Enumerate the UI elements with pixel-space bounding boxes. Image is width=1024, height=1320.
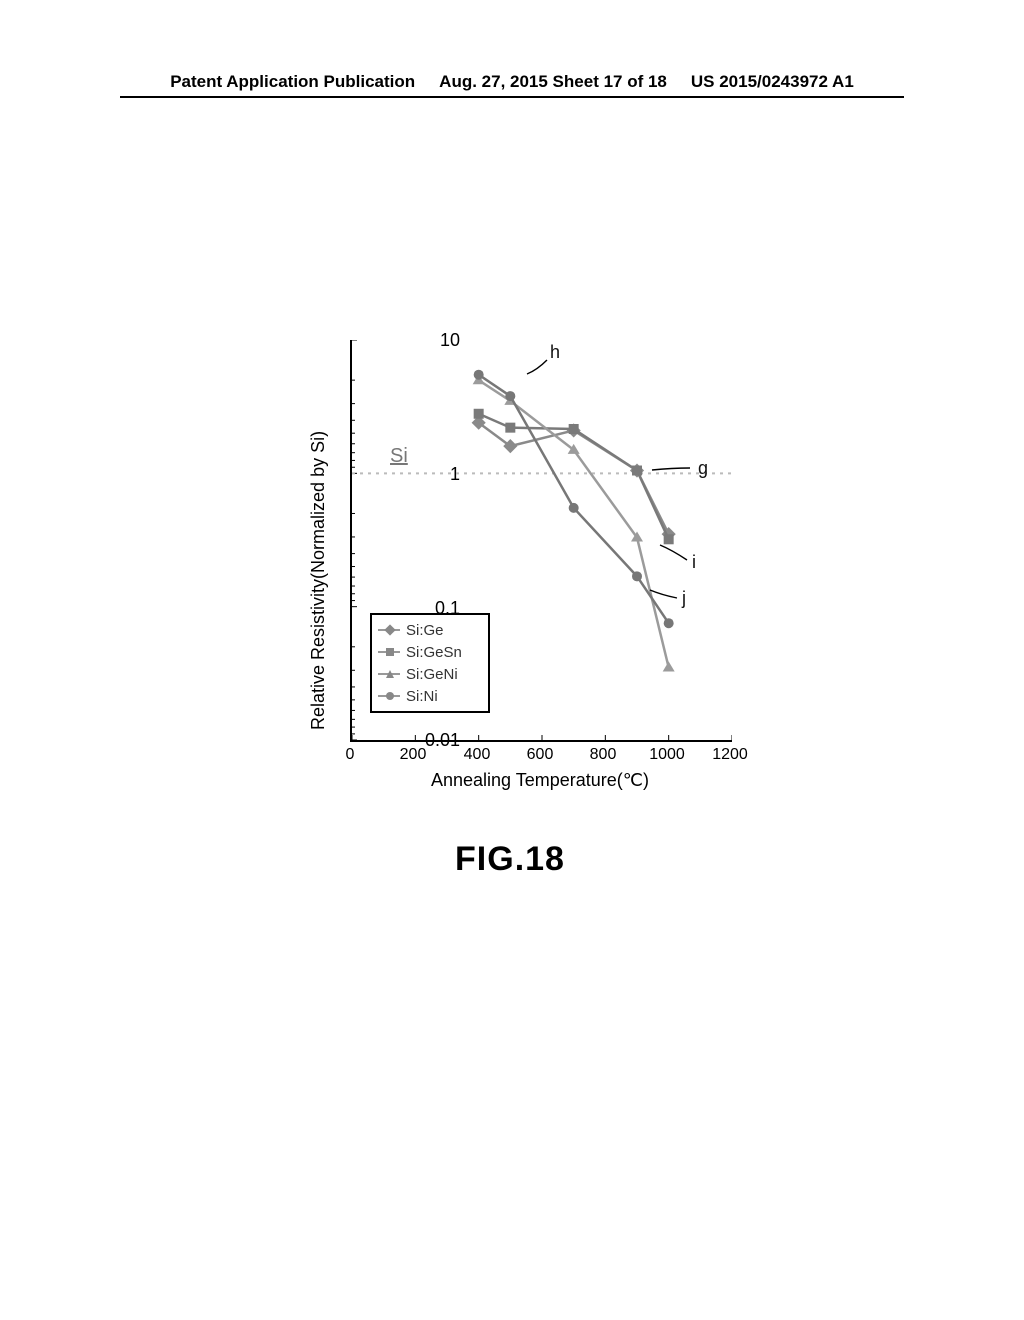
x-tick-400: 400 xyxy=(464,746,491,764)
series-si-ge-markers xyxy=(472,416,676,542)
chart-container: Relative Resistivity(Normalized by Si) 1… xyxy=(260,330,760,830)
leader-g xyxy=(652,468,690,470)
annotation-i: i xyxy=(692,552,696,573)
legend-line-icon xyxy=(378,651,400,653)
x-tick-800: 800 xyxy=(590,746,617,764)
legend-label: Si:GeSn xyxy=(406,644,462,661)
series-si-ni-markers xyxy=(474,370,674,628)
annotation-j: j xyxy=(682,588,686,609)
si-reference-label: Si xyxy=(390,445,408,468)
page-root: Patent Application Publication Aug. 27, … xyxy=(0,0,1024,1320)
series-si-geni-markers xyxy=(473,374,675,671)
x-tick-600: 600 xyxy=(527,746,554,764)
leader-i xyxy=(660,545,687,560)
series-si-ni-line xyxy=(479,375,669,623)
x-tick-200: 200 xyxy=(400,746,427,764)
legend-item-si-geni: Si:GeNi xyxy=(378,663,482,685)
annotation-h: h xyxy=(550,342,560,363)
figure-caption: FIG.18 xyxy=(260,840,760,879)
legend-item-si-gesn: Si:GeSn xyxy=(378,641,482,663)
legend-label: Si:Ge xyxy=(406,622,444,639)
leader-j xyxy=(650,590,677,598)
legend: Si:Ge Si:GeSn Si:GeNi Si:Ni xyxy=(370,613,490,713)
legend-line-icon xyxy=(378,695,400,697)
x-tick-0: 0 xyxy=(346,746,355,764)
leader-h xyxy=(527,360,547,374)
x-tick-1000: 1000 xyxy=(649,746,685,764)
header-left: Patent Application Publication xyxy=(170,72,415,92)
legend-item-si-ni: Si:Ni xyxy=(378,685,482,707)
series-si-gesn-markers xyxy=(474,409,674,545)
x-tick-1200: 1200 xyxy=(712,746,748,764)
annotation-g: g xyxy=(698,458,708,479)
document-header: Patent Application Publication Aug. 27, … xyxy=(0,72,1024,92)
y-axis-title: Relative Resistivity(Normalized by Si) xyxy=(308,431,329,730)
header-right: US 2015/0243972 A1 xyxy=(691,72,854,92)
legend-line-icon xyxy=(378,629,400,631)
header-mid: Aug. 27, 2015 Sheet 17 of 18 xyxy=(439,72,667,92)
legend-label: Si:Ni xyxy=(406,688,438,705)
legend-line-icon xyxy=(378,673,400,675)
x-axis-title: Annealing Temperature(℃) xyxy=(350,770,730,791)
legend-label: Si:GeNi xyxy=(406,666,458,683)
header-rule xyxy=(120,96,904,98)
legend-item-si-ge: Si:Ge xyxy=(378,619,482,641)
